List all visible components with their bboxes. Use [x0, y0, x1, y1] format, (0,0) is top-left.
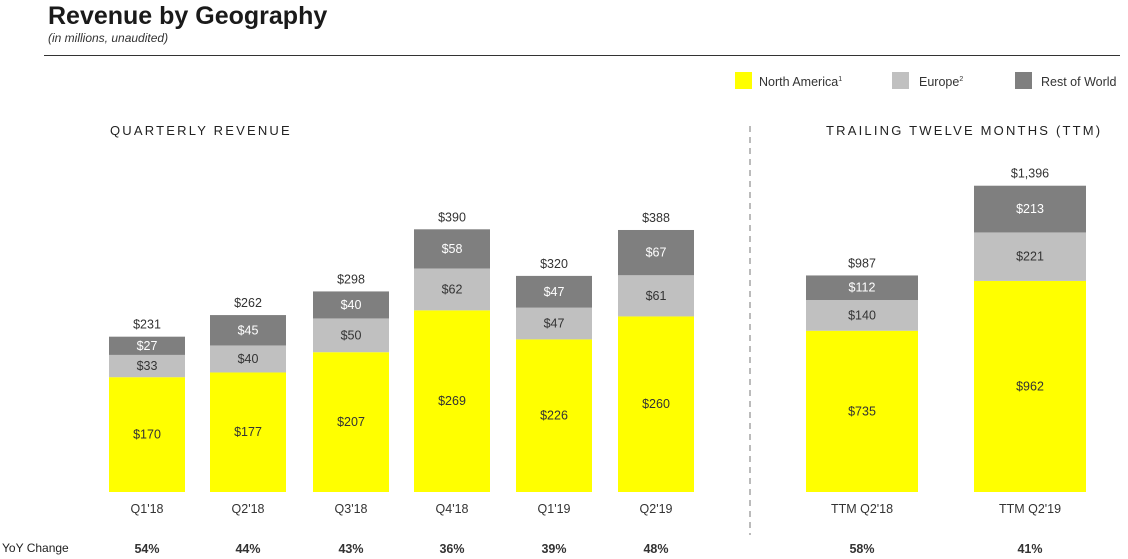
legend-item-rest-of-world: Rest of World [1041, 75, 1117, 89]
page-subtitle: (in millions, unaudited) [48, 31, 169, 45]
yoy-value: 58% [849, 542, 874, 556]
bar-segment-rest-of-world [516, 275, 592, 308]
data-label-europe: $140 [848, 308, 876, 322]
legend-footnote-north-america: 1 [838, 75, 843, 83]
bar-segment-rest-of-world [414, 229, 490, 269]
legend-item-north-america: North America1 [759, 75, 842, 89]
total-label: $231 [133, 318, 161, 332]
bar-segment-north-america [974, 280, 1086, 492]
total-label: $388 [642, 211, 670, 225]
bar-segment-north-america [806, 330, 918, 492]
data-label-europe: $62 [442, 282, 463, 296]
yoy-value: 36% [439, 542, 464, 556]
data-label-north-america: $735 [848, 404, 876, 418]
total-label: $320 [540, 257, 568, 271]
legend-swatch-europe [892, 72, 909, 89]
data-label-europe: $221 [1016, 250, 1044, 264]
total-label: $298 [337, 272, 365, 286]
legend-label-north-america: North America [759, 75, 839, 89]
total-label: $262 [234, 296, 262, 310]
legend-item-europe: Europe2 [919, 75, 963, 89]
bar-segment-europe [974, 232, 1086, 281]
data-label-europe: $61 [646, 289, 667, 303]
page-title: Revenue by Geography [48, 2, 328, 30]
bar-segment-europe [516, 307, 592, 340]
yoy-value: 41% [1017, 542, 1042, 556]
bar-segment-europe [210, 345, 286, 373]
bar-segment-europe [109, 354, 185, 378]
data-label-europe: $50 [341, 328, 362, 342]
data-label-north-america: $269 [438, 394, 466, 408]
bar-segment-rest-of-world [313, 291, 389, 319]
data-label-rest-of-world: $45 [238, 323, 259, 337]
yoy-value: 54% [134, 542, 159, 556]
category-label: Q3'18 [335, 502, 368, 516]
bar-segment-rest-of-world [974, 185, 1086, 233]
bar-segment-north-america [516, 339, 592, 492]
data-label-north-america: $170 [133, 428, 161, 442]
category-label: Q1'18 [131, 502, 164, 516]
data-label-rest-of-world: $67 [646, 246, 667, 260]
bar-segment-rest-of-world [806, 275, 918, 301]
legend-swatch-rest-of-world [1015, 72, 1032, 89]
data-label-rest-of-world: $213 [1016, 202, 1044, 216]
bar-segment-europe [806, 300, 918, 331]
data-label-rest-of-world: $47 [544, 285, 565, 299]
category-label: TTM Q2'19 [999, 502, 1061, 516]
total-label: $1,396 [1011, 167, 1049, 181]
category-label: Q2'19 [640, 502, 673, 516]
category-label: Q2'18 [232, 502, 265, 516]
category-label: Q4'18 [436, 502, 469, 516]
yoy-value: 39% [541, 542, 566, 556]
bar-segment-rest-of-world [618, 229, 694, 276]
yoy-value: 48% [643, 542, 668, 556]
data-label-north-america: $207 [337, 415, 365, 429]
section-title-ttm: TRAILING TWELVE MONTHS (TTM) [826, 123, 1103, 138]
data-label-europe: $33 [137, 359, 158, 373]
data-label-north-america: $962 [1016, 379, 1044, 393]
bar-segment-north-america [210, 372, 286, 492]
data-label-north-america: $177 [234, 425, 262, 439]
legend-label-rest-of-world: Rest of World [1041, 75, 1117, 89]
legend: North America1 Europe2 Rest of World [0, 72, 1128, 92]
header-divider [44, 55, 1120, 56]
data-label-europe: $47 [544, 317, 565, 331]
bar-segment-rest-of-world [210, 315, 286, 346]
section-title-quarterly: QUARTERLY REVENUE [110, 123, 292, 138]
total-label: $390 [438, 210, 466, 224]
data-label-north-america: $226 [540, 409, 568, 423]
data-label-north-america: $260 [642, 397, 670, 411]
data-label-rest-of-world: $58 [442, 242, 463, 256]
bar-segment-north-america [414, 310, 490, 492]
yoy-value: 44% [235, 542, 260, 556]
data-label-europe: $40 [238, 352, 259, 366]
total-label: $987 [848, 256, 876, 270]
category-label: Q1'19 [538, 502, 571, 516]
legend-footnote-europe: 2 [959, 75, 964, 83]
category-label: TTM Q2'18 [831, 502, 893, 516]
bar-segment-europe [618, 275, 694, 317]
legend-swatch-north-america [735, 72, 752, 89]
data-label-rest-of-world: $112 [849, 281, 876, 295]
bar-segment-europe [414, 268, 490, 311]
bar-segment-north-america [109, 377, 185, 492]
bar-segment-rest-of-world [109, 336, 185, 355]
data-label-rest-of-world: $40 [341, 298, 362, 312]
bar-segment-north-america [313, 352, 389, 492]
bar-segment-europe [313, 318, 389, 353]
data-label-rest-of-world: $27 [137, 339, 158, 353]
yoy-change-label: YoY Change [2, 541, 69, 555]
yoy-value: 43% [338, 542, 363, 556]
legend-label-europe: Europe [919, 75, 960, 89]
bar-segment-north-america [618, 316, 694, 492]
